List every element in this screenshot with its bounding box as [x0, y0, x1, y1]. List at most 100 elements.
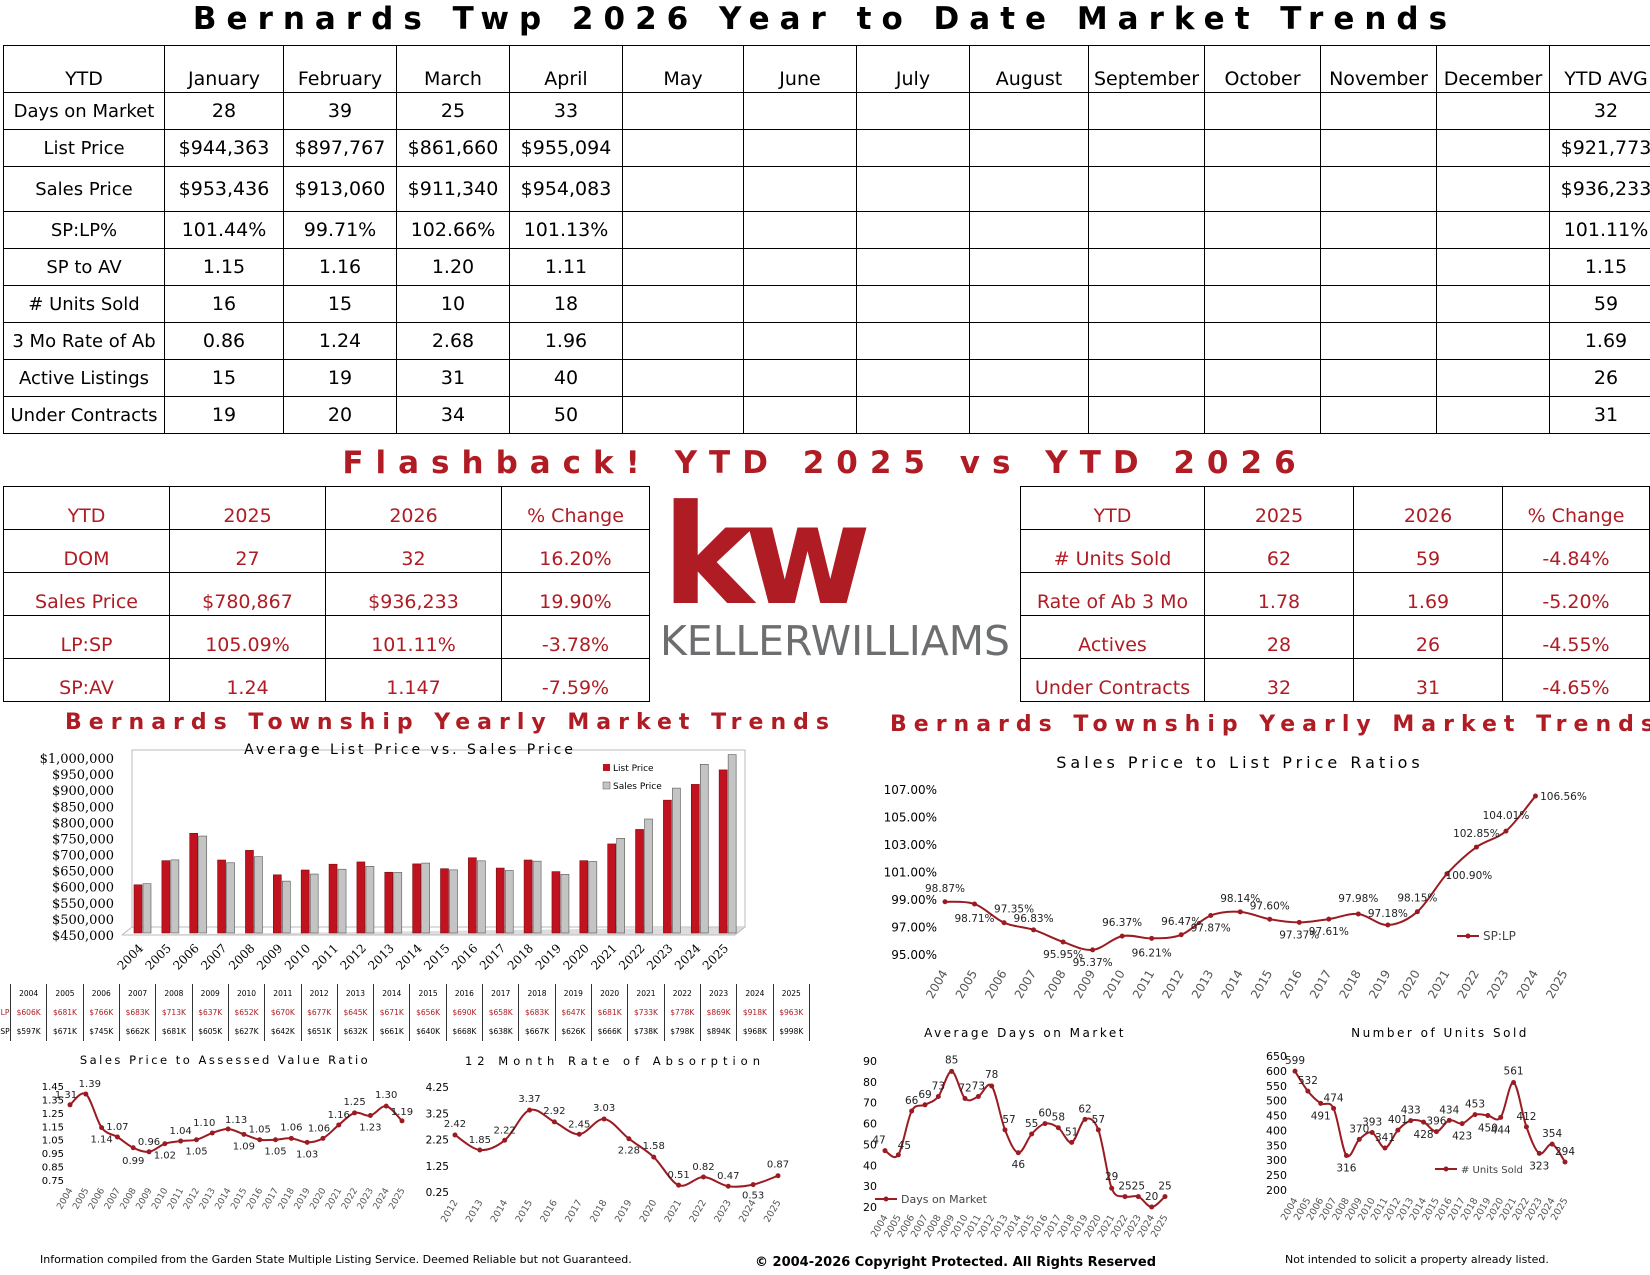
footer-right: Not intended to solicit a property alrea… [1285, 1253, 1549, 1266]
lp-table-cell: $661K [373, 1022, 411, 1041]
data-point [949, 1068, 955, 1074]
bar-sales-price [226, 862, 235, 934]
ytd-header-cell: February [283, 45, 397, 93]
lp-table-cell: 2005 [46, 984, 84, 1003]
data-point [1485, 1113, 1491, 1119]
data-label: 69 [918, 1089, 931, 1101]
flashback-cell: -4.55% [1502, 615, 1650, 659]
ytd-cell [856, 322, 970, 360]
ytd-cell [969, 211, 1089, 249]
ytd-cell [1088, 129, 1205, 167]
data-point [1385, 922, 1391, 928]
data-label: 532 [1298, 1075, 1318, 1087]
chart-title: Average Days on Market [924, 1026, 1126, 1040]
lp-table-cell: $998K [773, 1022, 811, 1041]
ytd-cell [856, 211, 970, 249]
bar-list-price [412, 863, 421, 934]
data-label: 95.37% [1073, 957, 1113, 969]
bar-list-price [663, 799, 672, 934]
data-point [1523, 1124, 1529, 1130]
ytd-row: SP:LP% 101.44% 99.71% 102.66% 101.13% 101.11% [3, 211, 1650, 249]
bar-list-price [635, 829, 644, 934]
x-tick-label: 2008 [1041, 968, 1068, 1001]
y-tick-label: $1,000,000 [40, 752, 114, 767]
flashback-cell: 19.90% [501, 572, 650, 616]
data-label: 323 [1529, 1160, 1549, 1172]
x-tick-label: 2025 [762, 1198, 784, 1224]
data-label: 47 [872, 1135, 885, 1147]
data-point [257, 1137, 263, 1143]
data-point [1532, 793, 1538, 799]
bar-list-price [523, 859, 533, 934]
x-tick-label: 2018 [505, 941, 536, 972]
y-tick-label: 1.15 [42, 1122, 64, 1133]
data-point [1149, 935, 1155, 941]
flashback-cell: 1.78 [1204, 572, 1354, 616]
ytd-header-cell: YTD [3, 45, 165, 93]
data-label: 1.03 [296, 1149, 318, 1160]
data-label: 294 [1555, 1146, 1575, 1158]
legend-marker [1443, 1166, 1449, 1172]
x-tick-label: 2023 [712, 1198, 734, 1224]
y-tick-label: 500 [1266, 1095, 1287, 1108]
data-point [502, 1137, 508, 1143]
data-label: 1.05 [249, 1125, 271, 1136]
flashback-row: Sales Price $780,867 $936,233 19.90% [3, 572, 650, 616]
data-label: 73 [972, 1080, 985, 1092]
data-point [1267, 916, 1273, 922]
bar-list-price [495, 867, 505, 934]
data-point [989, 1083, 995, 1089]
data-point [1356, 1136, 1362, 1142]
ytd-cell [1320, 248, 1437, 286]
flashback-cell: Under Contracts [1020, 658, 1205, 702]
data-label: 62 [1078, 1103, 1091, 1115]
flashback-cell: SP:AV [3, 658, 170, 702]
data-label: 57 [1002, 1114, 1015, 1126]
ytd-row-label: 3 Mo Rate of Ab [3, 322, 165, 360]
data-label: 97.61% [1309, 926, 1349, 938]
lp-table-cell: $963K [773, 1003, 811, 1022]
data-point [527, 1107, 533, 1113]
data-point [1119, 933, 1125, 939]
y-tick-label: 400 [1266, 1124, 1287, 1137]
data-point [1444, 871, 1450, 877]
ytd-cell [969, 396, 1089, 434]
bar-list-price [161, 860, 171, 934]
x-tick-label: 2025 [387, 1187, 407, 1212]
lp-table-cell: $597K [10, 1022, 48, 1041]
x-tick-label: 2024 [1514, 968, 1541, 1001]
data-label: 97.87% [1191, 923, 1231, 935]
flashback-header-cell: YTD [1020, 486, 1205, 530]
ytd-cell: 1.11 [509, 248, 623, 286]
ytd-row-label: Active Listings [3, 359, 165, 397]
data-label: 98.71% [955, 913, 995, 925]
lp-table-cell: $690K [446, 1003, 484, 1022]
data-label: 45 [898, 1140, 911, 1152]
data-point [1369, 1130, 1375, 1136]
data-point [1421, 1119, 1427, 1125]
data-point [367, 1113, 373, 1119]
bar-sales-price [198, 835, 208, 934]
x-tick-label: 2009 [254, 941, 285, 972]
x-tick-label: 2011 [310, 941, 341, 972]
logo-wordmark: KELLERWILLIAMS [660, 617, 1010, 665]
legend-marker [883, 1196, 889, 1202]
bar-list-price [356, 861, 366, 934]
legend-label: Days on Market [901, 1193, 988, 1206]
ytd-cell [1436, 211, 1550, 249]
data-label: 98.14% [1220, 893, 1260, 905]
bar-sales-price [254, 856, 263, 934]
data-label: 2.28 [618, 1146, 640, 1157]
x-tick-label: 2012 [1159, 968, 1186, 1001]
y-tick-label: 80 [863, 1076, 877, 1089]
ytd-cell: 1.96 [509, 322, 623, 360]
lp-table-cell: $658K [482, 1003, 520, 1022]
bar-sales-price [699, 763, 709, 934]
lp-table-cell: $713K [155, 1003, 193, 1022]
flashback-cell: 59 [1353, 529, 1503, 573]
ytd-cell [743, 359, 857, 397]
ytd-cell [1204, 166, 1321, 212]
ytd-cell [622, 359, 744, 397]
bar-list-price [579, 860, 589, 934]
x-tick-label: 2008 [226, 941, 257, 972]
